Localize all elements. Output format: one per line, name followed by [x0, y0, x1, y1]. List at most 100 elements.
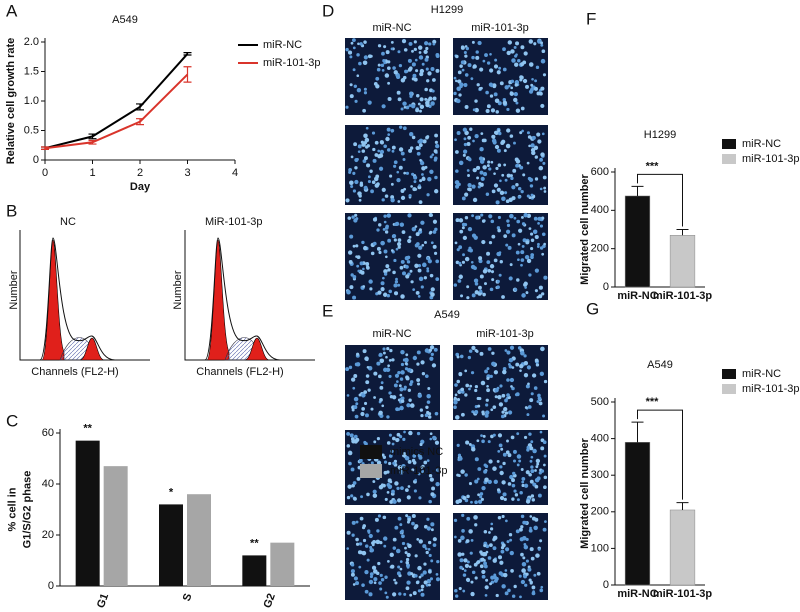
- cell: [541, 232, 546, 237]
- cell: [376, 529, 380, 533]
- cell: [488, 459, 493, 464]
- cell: [539, 430, 543, 434]
- cell: [477, 40, 482, 46]
- cell: [528, 578, 532, 582]
- cell: [535, 65, 540, 69]
- cell: [506, 393, 510, 397]
- cell: [523, 520, 528, 525]
- cell: [470, 371, 475, 375]
- cell: [367, 100, 372, 105]
- cell: [526, 413, 530, 417]
- cell: [474, 134, 479, 139]
- cell: [530, 392, 534, 396]
- cell: [499, 260, 503, 264]
- cell: [460, 294, 464, 298]
- cell: [518, 228, 523, 233]
- cell: [474, 388, 478, 393]
- cell: [417, 102, 421, 106]
- cell: [402, 453, 406, 458]
- cell: [363, 91, 368, 95]
- cell: [346, 530, 351, 535]
- cell: [368, 279, 373, 284]
- cell: [484, 594, 488, 597]
- cell: [393, 383, 398, 388]
- cell: [408, 41, 413, 46]
- cell: [474, 457, 479, 462]
- cell: [510, 49, 515, 54]
- cell: [434, 175, 438, 180]
- cell: [427, 98, 431, 102]
- cell: [479, 274, 484, 279]
- cell: [425, 405, 429, 409]
- cell: [347, 250, 353, 255]
- cell: [489, 543, 493, 548]
- y-axis-label: Migrated cell number: [579, 173, 591, 284]
- cell: [477, 404, 481, 408]
- cell: [361, 142, 366, 147]
- micro-title: H1299: [431, 4, 463, 16]
- cell: [368, 533, 373, 539]
- cell: [352, 68, 356, 72]
- cell: [502, 67, 507, 72]
- cell: [392, 395, 397, 400]
- cell: [491, 361, 496, 367]
- cell: [539, 588, 544, 593]
- cell: [390, 129, 394, 133]
- cell: [400, 294, 405, 299]
- cell: [532, 590, 535, 594]
- cell: [385, 50, 390, 55]
- cell: [359, 42, 363, 46]
- cell: [396, 432, 401, 437]
- cell: [454, 393, 458, 397]
- cell: [345, 367, 350, 372]
- cell: [362, 108, 366, 113]
- cell: [465, 440, 470, 445]
- flow-peak: [79, 337, 105, 361]
- legend-swatch: [722, 139, 736, 149]
- cell: [527, 382, 530, 386]
- cell: [457, 279, 462, 283]
- cell: [511, 497, 515, 501]
- cell: [458, 274, 463, 279]
- cell: [462, 153, 466, 157]
- cell: [511, 366, 515, 369]
- cell: [479, 147, 484, 152]
- cell: [374, 183, 380, 188]
- cell: [428, 348, 433, 352]
- cell: [481, 138, 486, 143]
- cell: [357, 191, 362, 196]
- cell: [372, 241, 377, 246]
- cell: [374, 140, 379, 145]
- cell: [414, 554, 418, 558]
- cell: [533, 525, 538, 531]
- micro-column: miR-NC: [372, 328, 411, 340]
- cell: [415, 290, 420, 295]
- cell: [517, 186, 522, 191]
- x-axis-label: Day: [130, 181, 151, 193]
- cell: [371, 541, 375, 545]
- cell: [427, 540, 432, 545]
- y-tick-label: 60: [42, 427, 54, 439]
- cell: [515, 362, 520, 367]
- cell: [423, 562, 427, 566]
- cell: [399, 405, 404, 411]
- cell: [363, 401, 368, 406]
- cell: [378, 223, 382, 227]
- cell: [403, 592, 407, 596]
- cell: [476, 83, 480, 87]
- chart-title: A549: [647, 359, 673, 371]
- cell: [430, 66, 435, 71]
- cell: [376, 228, 380, 232]
- cell: [374, 153, 379, 157]
- cell: [416, 151, 421, 156]
- cell: [347, 484, 352, 489]
- cell: [386, 213, 392, 218]
- cell: [471, 293, 476, 298]
- cell: [494, 98, 500, 104]
- cell: [517, 258, 520, 262]
- cell: [411, 135, 416, 140]
- cell: [405, 557, 410, 562]
- cell: [489, 287, 494, 292]
- cell: [542, 73, 547, 77]
- cell: [509, 345, 515, 350]
